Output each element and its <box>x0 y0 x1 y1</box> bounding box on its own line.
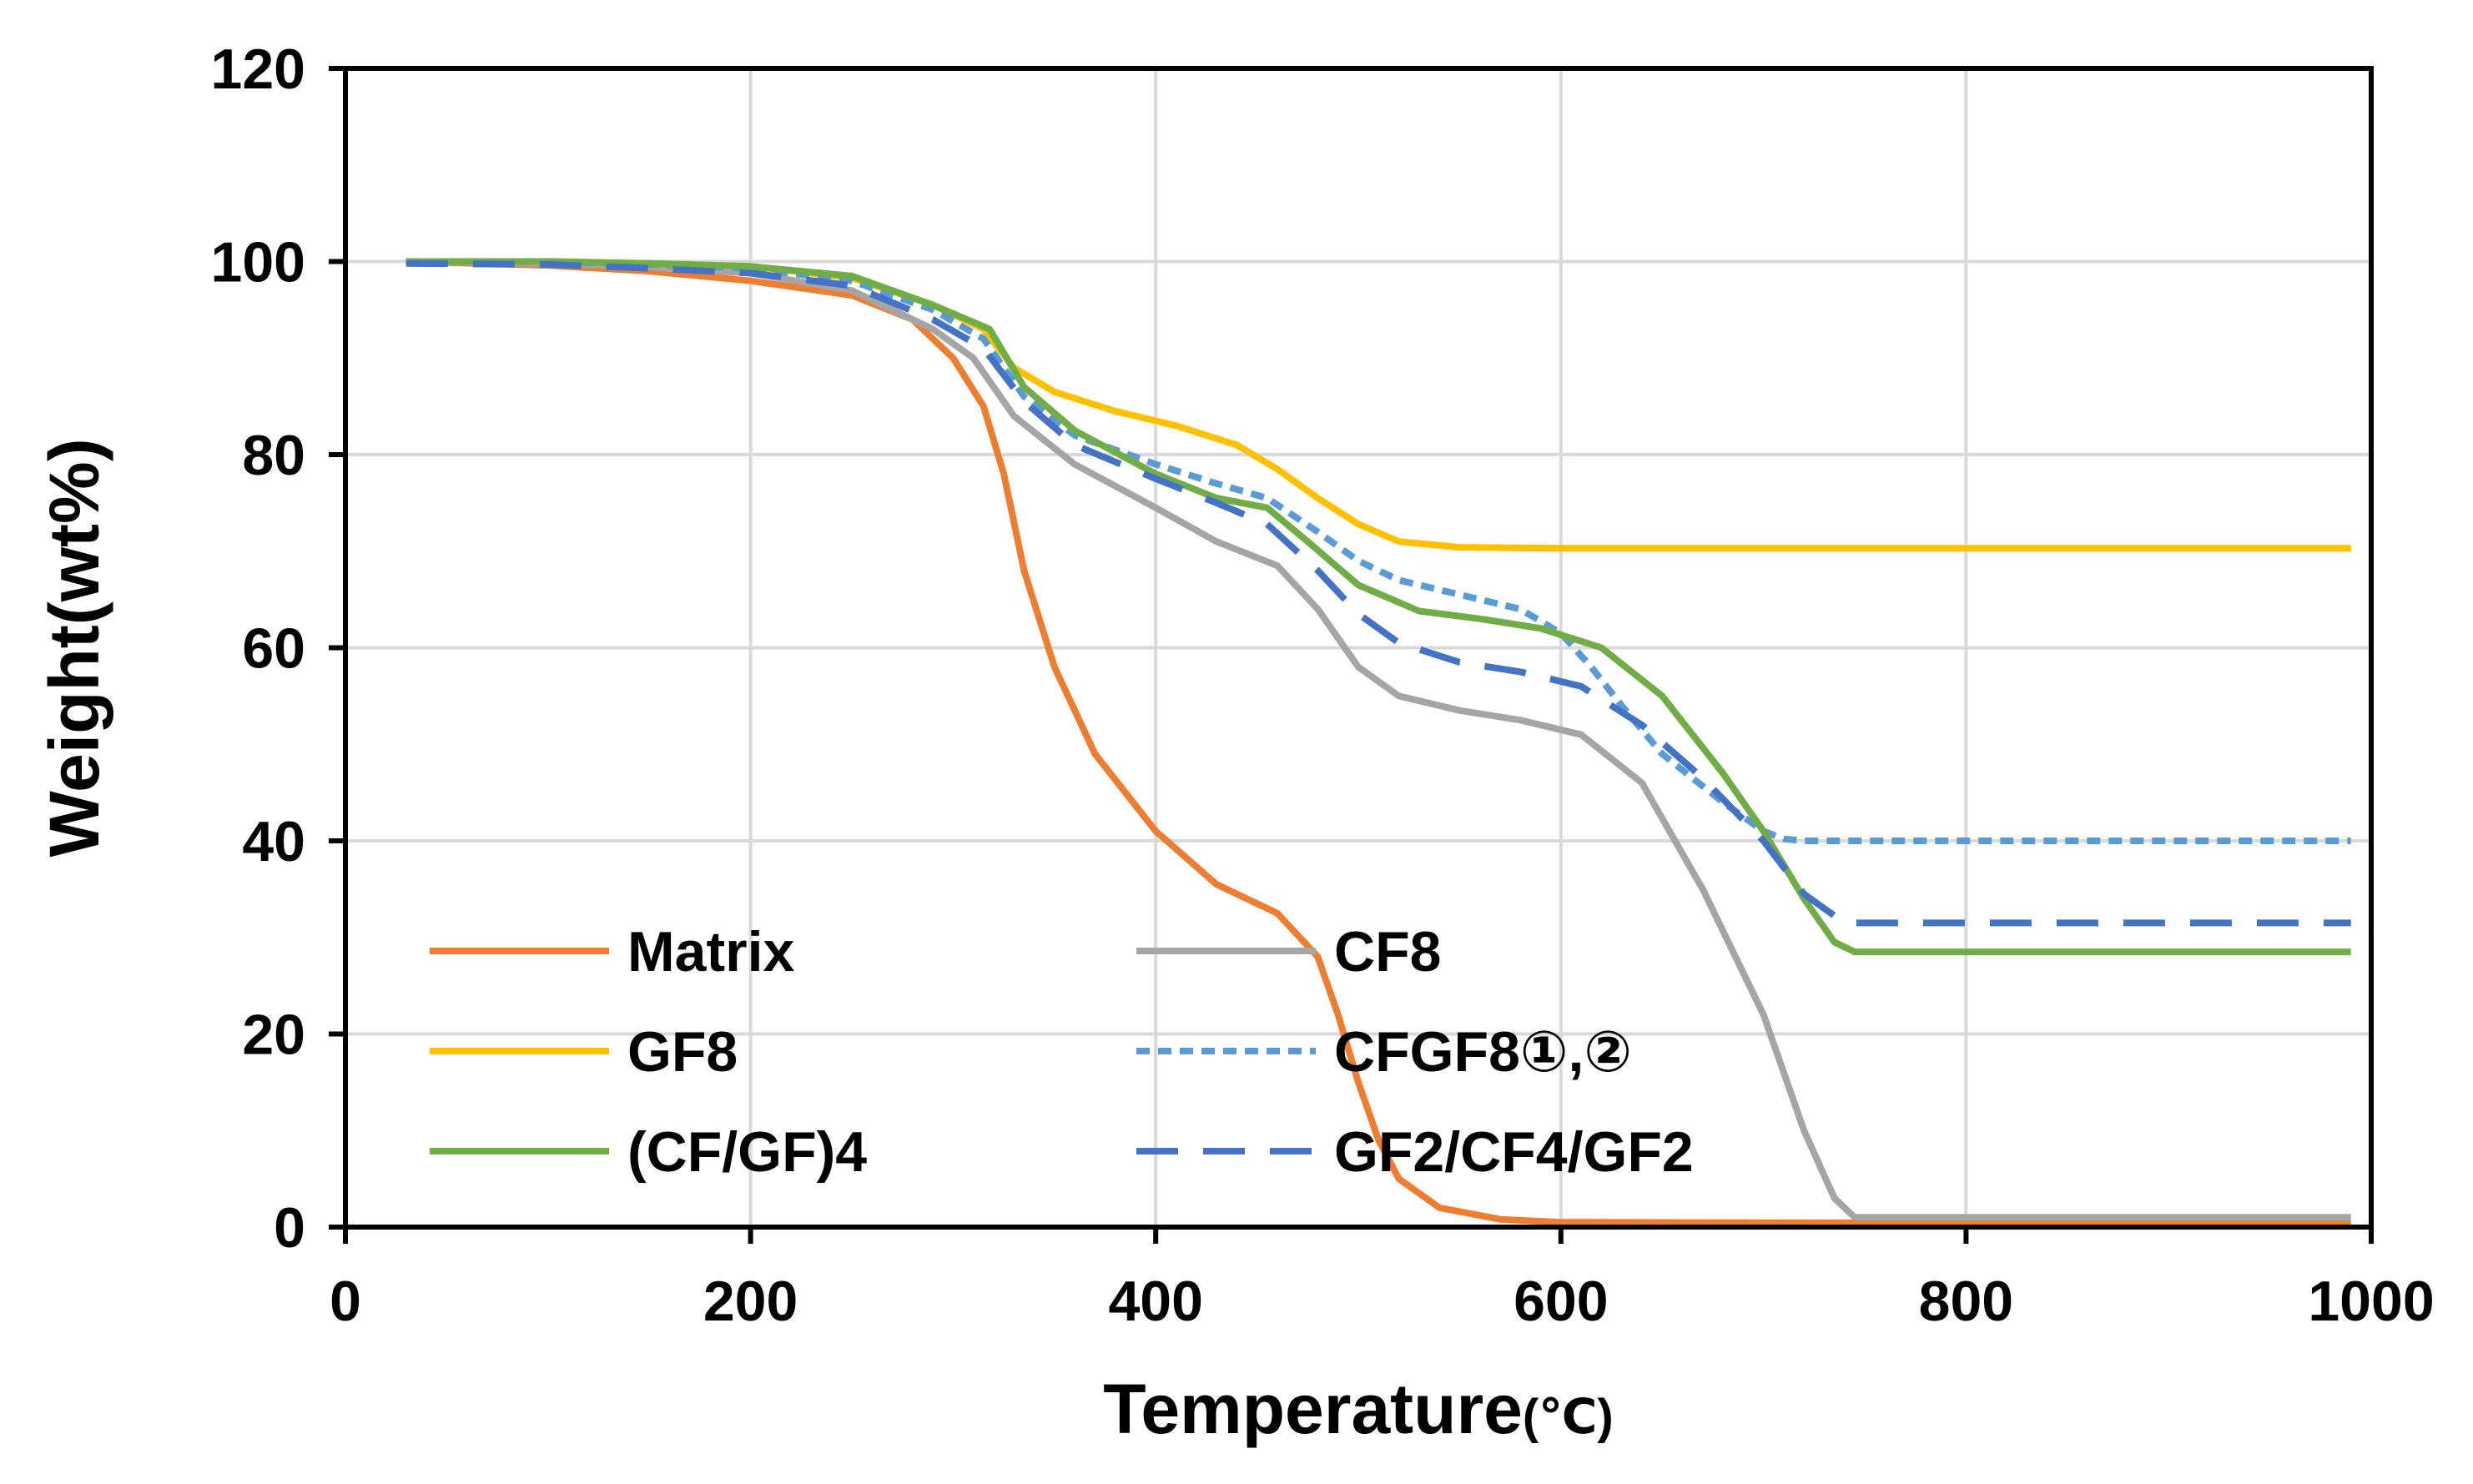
x-tick-label-200: 200 <box>703 1270 798 1333</box>
x-axis-title-unit: (℃) <box>1523 1390 1614 1444</box>
y-tick-label-20: 20 <box>242 1004 305 1067</box>
x-tick-label-400: 400 <box>1108 1270 1202 1333</box>
legend-label-1: CF8 <box>1334 920 1441 983</box>
legend-label-0: Matrix <box>627 920 794 983</box>
y-tick-label-120: 120 <box>211 38 305 101</box>
series-line-5 <box>405 259 2351 927</box>
y-tick-label-40: 40 <box>242 810 305 873</box>
x-tick-label-800: 800 <box>1919 1270 2013 1333</box>
y-tick-label-100: 100 <box>211 231 305 294</box>
series-line-4 <box>405 258 2351 956</box>
legend-label-5: GF2/CF4/GF2 <box>1334 1120 1694 1184</box>
series-line-3 <box>405 258 2351 844</box>
series-line-1 <box>405 258 2351 1221</box>
y-tick-label-0: 0 <box>274 1196 305 1260</box>
legend-label-2: GF8 <box>627 1020 738 1084</box>
x-tick-label-0: 0 <box>330 1270 361 1333</box>
x-axis-title: Temperature(℃) <box>1103 1370 1613 1448</box>
series-line-2 <box>405 258 2351 552</box>
legend-label-3: CFGF8①,② <box>1334 1020 1632 1084</box>
legend-label-4: (CF/GF)4 <box>627 1120 867 1184</box>
x-tick-label-1000: 1000 <box>2308 1270 2434 1333</box>
series-line-0 <box>405 258 2351 1227</box>
y-axis-title: Weight(wt%) <box>35 438 113 857</box>
x-axis-title-text: Temperature <box>1103 1370 1523 1448</box>
y-tick-label-60: 60 <box>242 617 305 681</box>
y-tick-label-80: 80 <box>242 424 305 487</box>
x-tick-label-600: 600 <box>1514 1270 1608 1333</box>
